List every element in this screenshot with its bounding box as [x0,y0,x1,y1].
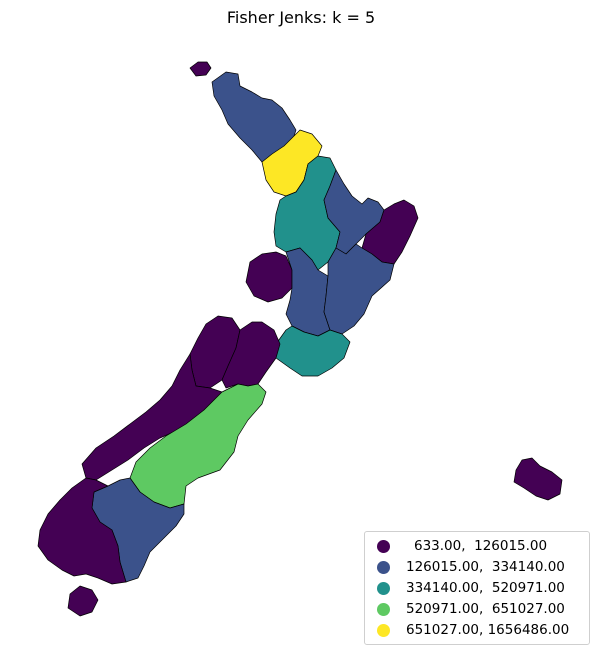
region-waikato[interactable] [273,155,341,271]
legend-label: 651027.00, 1656486.00 [406,622,570,638]
legend-item: 520971.00, 651027.00 [365,599,565,619]
legend-marker [377,539,390,553]
legend-item: 126015.00, 334140.00 [365,557,565,577]
region-chatham-islands[interactable] [513,457,563,501]
region-wellington[interactable] [275,325,351,377]
region-stewart-island[interactable] [67,585,99,617]
region-west-coast[interactable] [81,353,223,481]
legend-item: 633.00, 126015.00 [365,536,547,556]
legend-item: 651027.00, 1656486.00 [365,620,569,640]
region-northland-islet[interactable] [189,61,212,77]
region-hawkes-bay[interactable] [323,243,395,335]
legend-marker [377,560,390,574]
legend-label: 126015.00, 334140.00 [406,559,565,575]
legend-label: 633.00, 126015.00 [414,538,548,554]
legend-label: 520971.00, 651027.00 [406,601,565,617]
region-southland[interactable] [37,477,127,585]
region-canterbury[interactable] [129,383,267,509]
region-taranaki[interactable] [245,251,293,303]
legend-item: 334140.00, 520971.00 [365,578,565,598]
legend-marker [377,623,390,637]
region-gisborne[interactable] [361,199,419,265]
legend-marker [377,581,390,595]
legend-label: 334140.00, 520971.00 [406,580,565,596]
legend: 633.00, 126015.00 126015.00, 334140.00 3… [364,531,590,645]
legend-marker [377,602,390,616]
map-title: Fisher Jenks: k = 5 [226,8,376,27]
